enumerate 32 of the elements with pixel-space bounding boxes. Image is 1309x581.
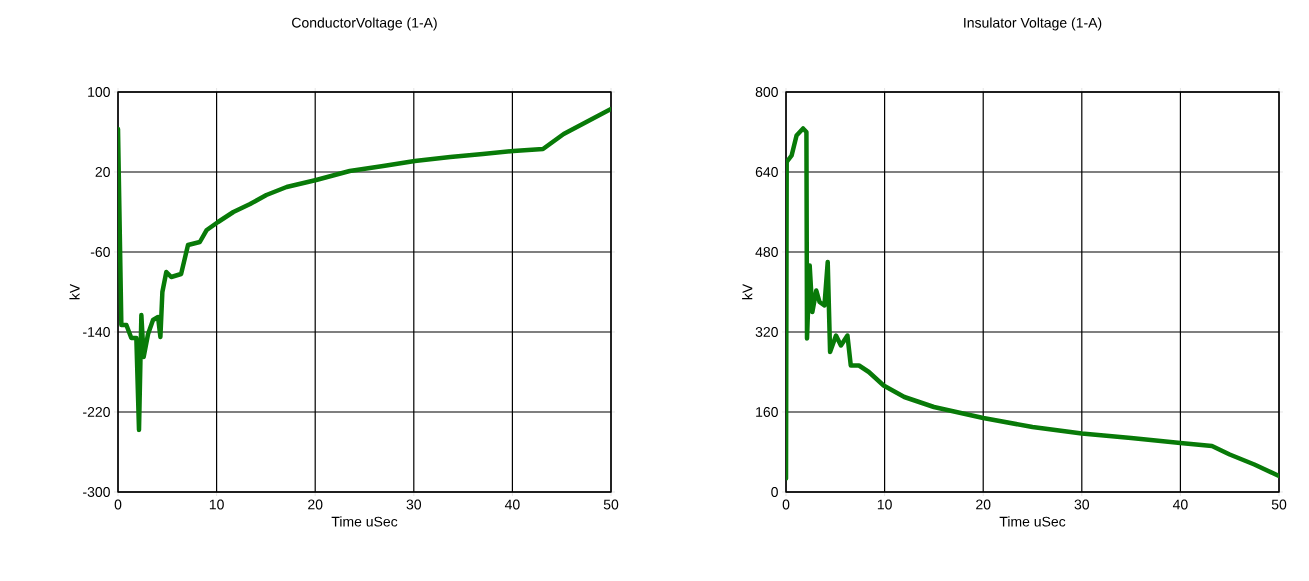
x-tick-label: 10 — [209, 499, 224, 510]
line-series — [786, 126, 1280, 481]
y-axis-title: kV — [742, 283, 753, 300]
x-tick-label: 10 — [877, 499, 892, 510]
x-tick-label: 0 — [114, 499, 122, 510]
y-tick-label: 160 — [756, 407, 778, 417]
line-series — [118, 106, 611, 433]
x-tick-label: 50 — [1271, 499, 1287, 510]
y-tick-label: 320 — [755, 327, 778, 337]
y-tick-label: 0 — [771, 487, 778, 497]
y-tick-label: -300 — [83, 487, 110, 497]
x-tick-label: 40 — [1172, 499, 1188, 510]
x-tick-label: 30 — [1074, 499, 1090, 510]
x-tick-label: 50 — [603, 499, 619, 510]
y-tick-label: 480 — [755, 247, 778, 257]
chart-title: Insulator Voltage (1-A) — [964, 17, 1102, 31]
y-tick-label: 100 — [88, 87, 110, 97]
x-tick-label: 40 — [504, 499, 520, 510]
x-axis-title: Time uSec — [331, 516, 398, 527]
x-tick-label: 30 — [406, 499, 422, 510]
y-tick-label: -140 — [83, 327, 110, 337]
y-tick-label: -220 — [83, 407, 110, 417]
y-tick-label: 20 — [95, 167, 110, 177]
y-tick-label: -60 — [90, 247, 110, 257]
chart-title: ConductorVoltage (1-A) — [292, 17, 437, 31]
x-axis-title: Time uSec — [999, 516, 1066, 527]
x-tick-label: 0 — [782, 499, 790, 510]
x-tick-label: 20 — [976, 499, 991, 510]
y-axis-title: kV — [69, 283, 80, 300]
y-tick-label: 800 — [755, 87, 778, 97]
y-tick-label: 640 — [755, 167, 778, 177]
x-tick-label: 20 — [308, 499, 323, 510]
